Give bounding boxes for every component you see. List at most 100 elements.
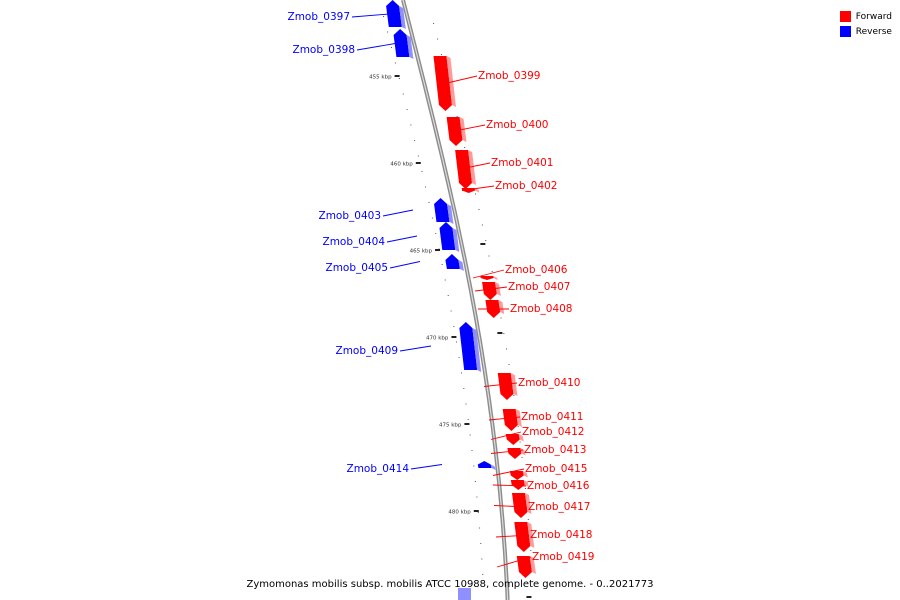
gene-label[interactable]: Zmob_0416 — [527, 480, 590, 492]
gene-leader-line — [410, 464, 443, 470]
gene-label[interactable]: Zmob_0406 — [505, 264, 568, 276]
gene-zmob_0405[interactable]: Zmob_0405 — [326, 254, 464, 274]
gene-arrow[interactable] — [516, 556, 532, 578]
gene-label[interactable]: Zmob_0403 — [319, 210, 381, 222]
gene-arrow[interactable] — [434, 198, 450, 222]
gene-track: Zmob_0397 Zmob_0398 Zmob_0399 Zmob_0400 Zmob… — [288, 0, 594, 600]
gene-arrow-shade — [406, 35, 414, 59]
gene-zmob_0403[interactable]: Zmob_0403 — [319, 198, 454, 224]
gene-arrow-shade — [399, 6, 406, 29]
gene-zmob_0413[interactable]: Zmob_0413 — [490, 444, 586, 459]
gene-arrow[interactable] — [510, 480, 525, 490]
gene-arrow[interactable] — [480, 276, 494, 280]
gene-arrow[interactable] — [509, 471, 524, 480]
gene-arrow[interactable] — [502, 409, 518, 431]
gene-label[interactable]: Zmob_0418 — [530, 529, 592, 541]
backbone-highlight — [402, 0, 509, 600]
gene-arrow[interactable] — [482, 282, 497, 300]
scale-label: 470 kbp — [426, 336, 449, 342]
scale-tick — [497, 332, 503, 334]
scale-tick — [451, 336, 457, 338]
gene-label[interactable]: Zmob_0397 — [288, 11, 350, 23]
gene-label[interactable]: Zmob_0402 — [495, 180, 557, 192]
gene-zmob_0411[interactable]: Zmob_0411 — [488, 409, 583, 431]
scale-dot — [450, 310, 452, 312]
gene-label[interactable]: Zmob_0417 — [528, 501, 590, 513]
partial-gene-arrow — [458, 588, 471, 600]
scale-dot — [474, 481, 476, 482]
gene-leader-line — [483, 382, 518, 387]
gene-label[interactable]: Zmob_0407 — [508, 281, 570, 293]
gene-label[interactable]: Zmob_0411 — [521, 411, 583, 423]
gene-label[interactable]: Zmob_0399 — [478, 70, 540, 82]
gene-arrow[interactable] — [511, 493, 528, 518]
scale-dot — [480, 543, 482, 544]
gene-zmob_0408[interactable]: Zmob_0408 — [478, 300, 572, 318]
gene-label[interactable]: Zmob_0408 — [510, 303, 572, 315]
scale-dot — [482, 574, 484, 575]
gene-zmob_0417[interactable]: Zmob_0417 — [493, 493, 590, 518]
gene-arrow-shade — [510, 373, 518, 396]
gene-zmob_0409[interactable]: Zmob_0409 — [336, 322, 482, 372]
gene-label[interactable]: Zmob_0410 — [518, 377, 580, 389]
gene-arrow[interactable] — [393, 29, 410, 57]
scale-dot — [458, 357, 460, 358]
gene-arrow[interactable] — [505, 434, 520, 445]
gene-label[interactable]: Zmob_0413 — [524, 444, 586, 456]
scale-dot — [474, 193, 476, 195]
gene-leader-line — [488, 416, 521, 421]
gene-arrow[interactable] — [445, 254, 460, 269]
scale-dot — [476, 496, 478, 498]
gene-arrow[interactable] — [446, 117, 463, 146]
genome-caption: Zymomonas mobilis subsp. mobilis ATCC 10… — [246, 579, 654, 590]
gene-zmob_0414[interactable]: Zmob_0414 — [347, 461, 496, 475]
gene-arrow[interactable] — [459, 322, 478, 370]
scale-dot — [477, 512, 479, 513]
scale-tick — [473, 510, 479, 512]
gene-label[interactable]: Zmob_0412 — [522, 426, 584, 438]
gene-zmob_0402[interactable]: Zmob_0402 — [461, 180, 558, 193]
gene-label[interactable]: Zmob_0400 — [486, 119, 548, 131]
gene-arrow[interactable] — [433, 56, 452, 111]
gene-arrow[interactable] — [507, 448, 522, 459]
gene-label[interactable]: Zmob_0401 — [491, 157, 553, 169]
scale-dot — [517, 426, 519, 427]
scale-tick — [464, 423, 470, 425]
gene-label[interactable]: Zmob_0414 — [347, 463, 410, 475]
gene-zmob_0398[interactable]: Zmob_0398 — [293, 29, 414, 59]
gene-leader-line — [490, 431, 522, 440]
gene-zmob_0418[interactable]: Zmob_0418 — [495, 522, 592, 552]
gene-arrow[interactable] — [497, 373, 514, 400]
gene-label[interactable]: Zmob_0415 — [525, 463, 587, 475]
scale-dot — [465, 403, 467, 405]
gene-arrow-shade — [446, 56, 456, 107]
gene-zmob_0404[interactable]: Zmob_0404 — [323, 222, 460, 252]
gene-zmob_0399[interactable]: Zmob_0399 — [433, 56, 540, 111]
scale-dot — [406, 109, 408, 110]
gene-label[interactable]: Zmob_0405 — [326, 262, 388, 274]
gene-zmob_0415[interactable]: Zmob_0415 — [492, 463, 587, 480]
gene-label[interactable]: Zmob_0419 — [532, 551, 594, 563]
gene-zmob_0407[interactable]: Zmob_0407 — [474, 281, 570, 300]
gene-label[interactable]: Zmob_0409 — [336, 345, 398, 357]
legend-item-forward: Forward — [839, 9, 892, 24]
gene-arrow[interactable] — [455, 150, 473, 189]
gene-zmob_0410[interactable]: Zmob_0410 — [483, 373, 580, 400]
gene-zmob_0401[interactable]: Zmob_0401 — [455, 150, 553, 189]
gene-label[interactable]: Zmob_0398 — [293, 44, 355, 56]
gene-zmob_0400[interactable]: Zmob_0400 — [446, 117, 549, 146]
gene-leader-line — [386, 235, 418, 243]
gene-arrow[interactable] — [439, 222, 456, 250]
gene-zmob_0406[interactable]: Zmob_0406 — [472, 264, 568, 280]
gene-zmob_0412[interactable]: Zmob_0412 — [490, 426, 584, 445]
gene-zmob_0416[interactable]: Zmob_0416 — [492, 480, 590, 492]
gene-arrow[interactable] — [477, 461, 492, 468]
scale-dot — [424, 186, 426, 188]
gene-leader-line — [495, 534, 530, 538]
gene-zmob_0397[interactable]: Zmob_0397 — [288, 0, 406, 29]
gene-label[interactable]: Zmob_0404 — [323, 236, 386, 248]
gene-zmob_0419[interactable]: Zmob_0419 — [496, 551, 594, 578]
gene-arrow-shade — [493, 276, 498, 280]
gene-arrow[interactable] — [514, 522, 531, 552]
